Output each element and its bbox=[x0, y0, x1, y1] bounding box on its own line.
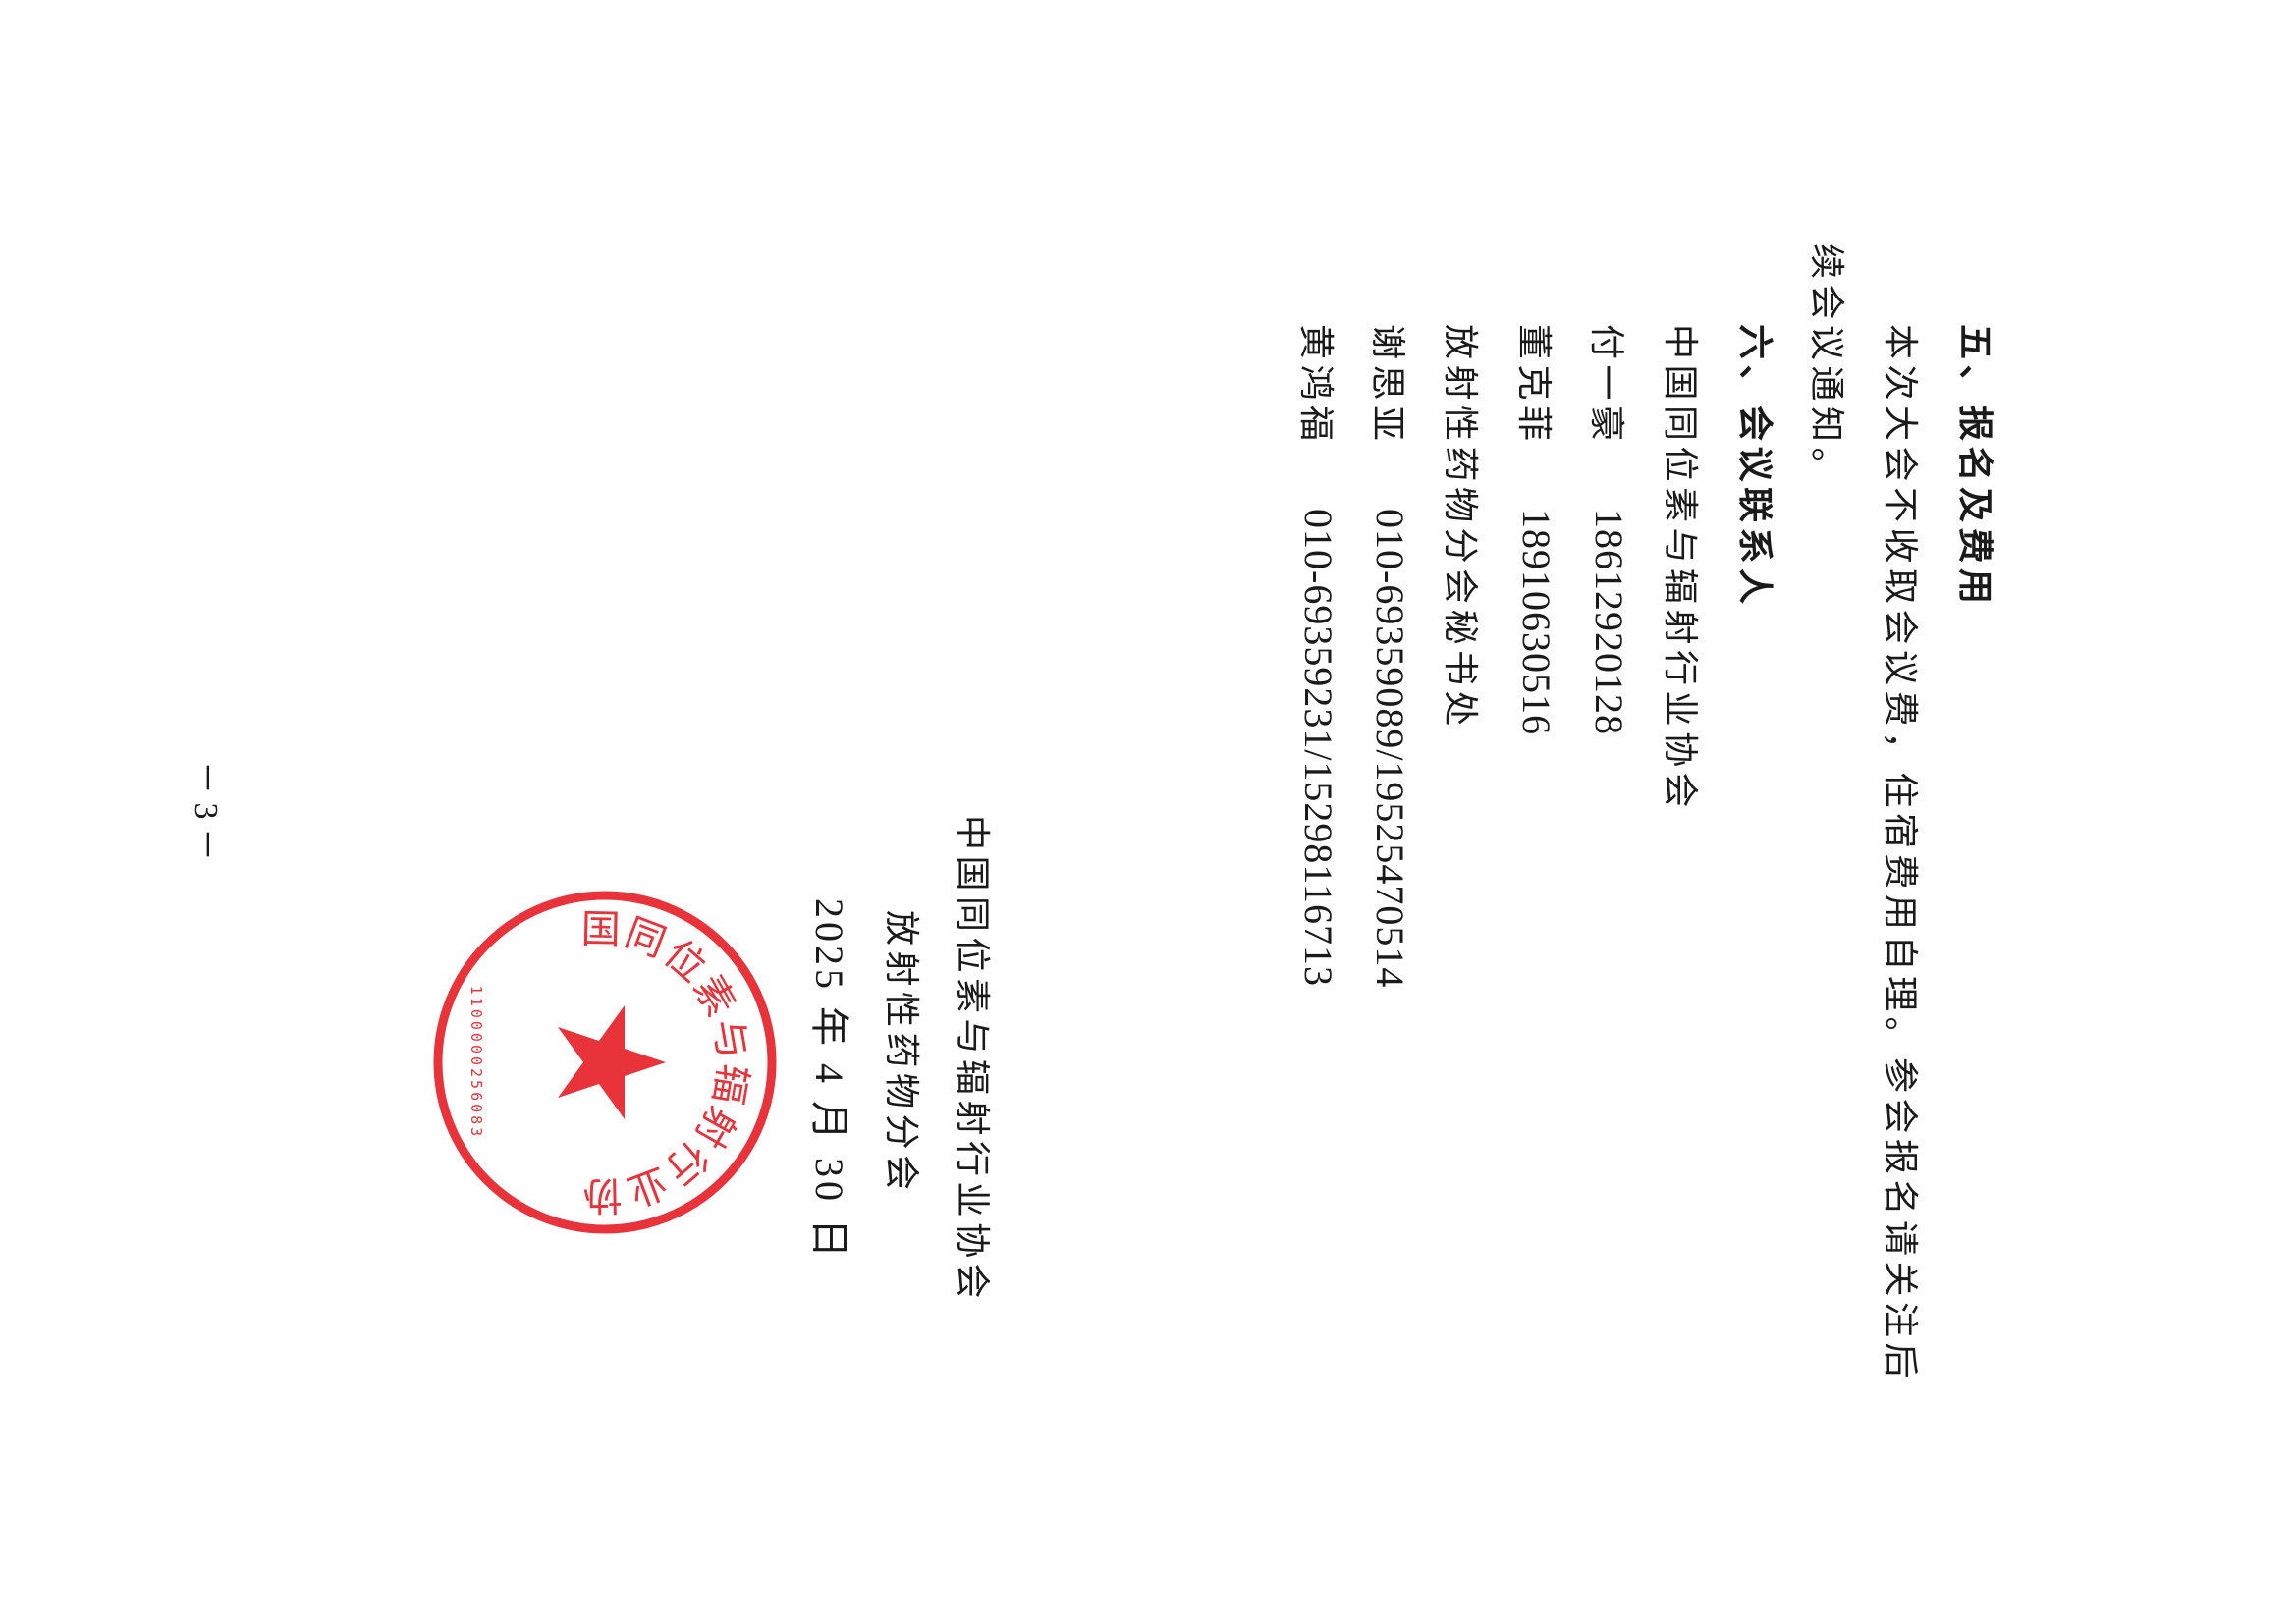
contact-name: 董克菲 bbox=[1514, 324, 1554, 447]
contact-name: 谢思亚 bbox=[1368, 324, 1407, 447]
seal-star-icon bbox=[558, 1005, 666, 1119]
contact-name: 付一豪 bbox=[1587, 324, 1626, 447]
contact-org-1: 中国同位素与辐射行业协会 bbox=[1661, 324, 1700, 814]
section-5-heading: 五、报名及费用 bbox=[1954, 324, 1995, 610]
contact-phone: 18612920128 bbox=[1587, 509, 1631, 735]
contact-org-2: 放射性药物分会秘书处 bbox=[1441, 324, 1480, 732]
section-5-paragraph-line-1: 本次大会不收取会议费，住宿费用自理。参会报名请关注后 bbox=[1881, 324, 1920, 1384]
signature-date: 2025 年 4 月 30 日 bbox=[807, 898, 851, 1262]
contact-phone: 010-69359089/19525470514 bbox=[1368, 509, 1412, 989]
seal-number: 1100000256083 bbox=[467, 986, 485, 1139]
contact-name: 黄鸿福 bbox=[1296, 324, 1336, 447]
signature-branch: 放射性药物分会 bbox=[882, 910, 921, 1196]
contact-phone: 010-69359231/15298116713 bbox=[1296, 509, 1340, 987]
contact-phone: 18910630516 bbox=[1514, 509, 1558, 735]
seal-ring bbox=[433, 891, 777, 1234]
section-5-paragraph-line-2: 续会议通知。 bbox=[1807, 243, 1846, 489]
signature-org: 中国同位素与辐射行业协会 bbox=[953, 815, 992, 1305]
section-6-heading: 六、会议联系人 bbox=[1734, 324, 1775, 610]
official-seal-stamp: 中国同位素与辐射行业协会 1100000256083 bbox=[433, 884, 784, 1234]
page-number: － 3 － bbox=[188, 761, 224, 861]
